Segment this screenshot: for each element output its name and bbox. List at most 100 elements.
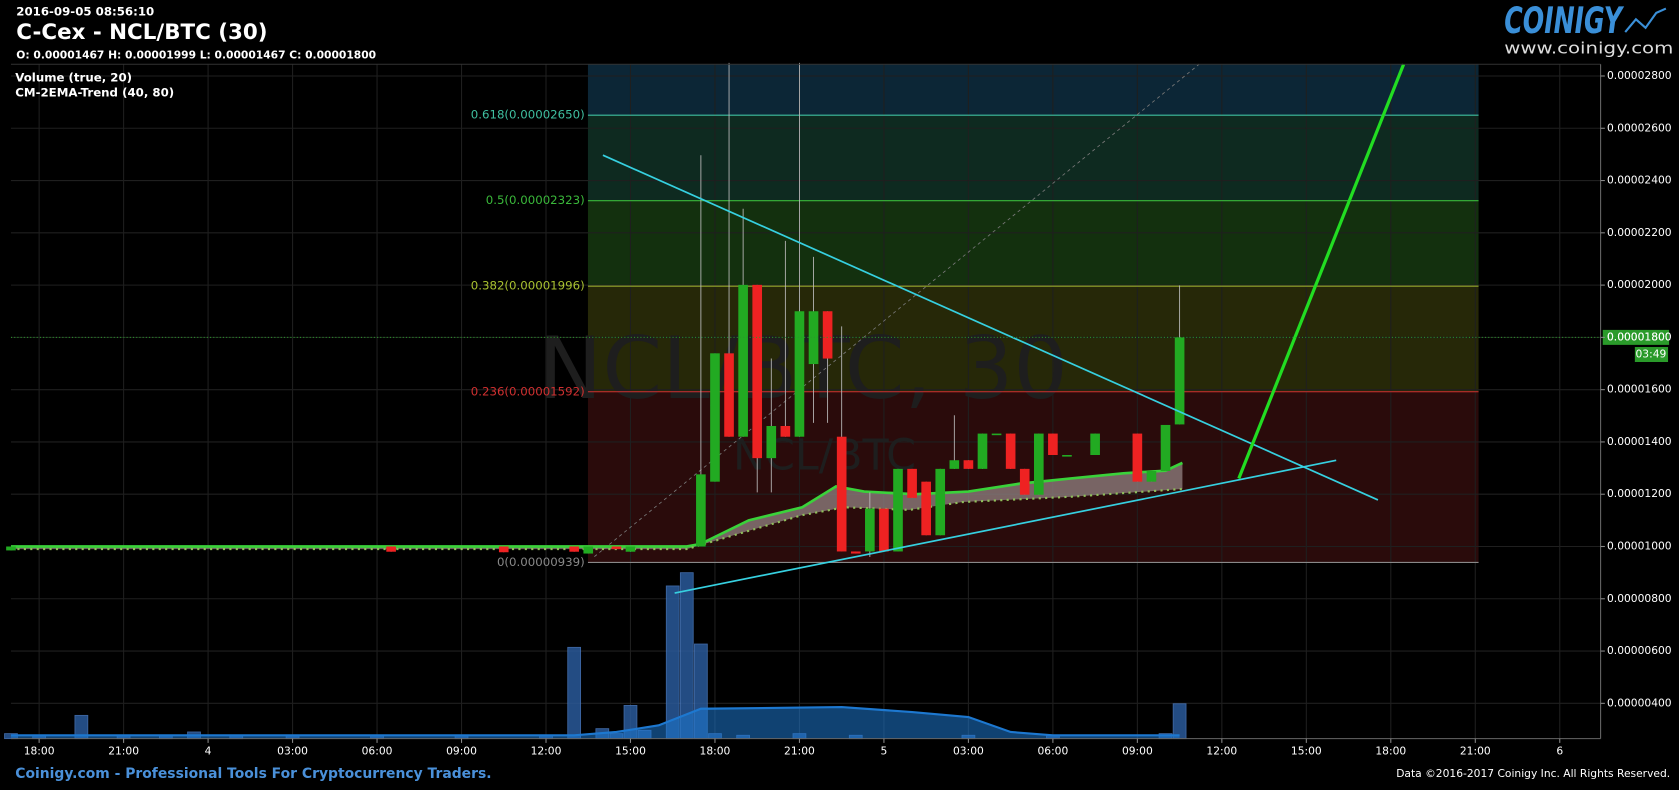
y-tick-label: 0.00001000: [1607, 539, 1672, 552]
candle-body: [935, 468, 946, 536]
candle-body: [1048, 433, 1058, 456]
x-tick-label: 09:00: [446, 744, 477, 757]
x-tick-label: 12:00: [1206, 744, 1237, 757]
candle-body: [1174, 337, 1185, 425]
x-tick-label: 06:00: [1037, 744, 1068, 757]
candle-body: [710, 353, 720, 482]
fib-label: 0.382(0.00001996): [471, 279, 585, 293]
y-tick-label: 0.00000600: [1607, 644, 1672, 657]
candle-body: [625, 546, 636, 552]
ema-slow: [10, 487, 1183, 551]
y-tick-label: 0.00001400: [1607, 435, 1672, 448]
candle-body: [583, 546, 594, 554]
x-tick-label: 21:00: [108, 744, 139, 757]
candle-body: [991, 433, 1002, 436]
x-tick-label: 4: [205, 744, 212, 757]
last-price-label: 0.00001800: [1607, 330, 1672, 343]
x-tick-label: 12:00: [531, 744, 562, 757]
y-tick-label: 0.00002400: [1607, 174, 1672, 187]
fib-lines: 0.618(0.00002650) 0.5(0.00002323) 0.382(0.…: [471, 108, 1479, 569]
volume-ma-line: [10, 706, 1180, 737]
candle-body: [766, 425, 777, 459]
candle-body: [808, 311, 819, 365]
footer-right: Data ©2016-2017 Coinigy Inc. All Rights …: [1396, 767, 1670, 780]
y-tick-label: 0.00001200: [1607, 487, 1672, 500]
candle-body: [1062, 455, 1072, 457]
x-tick-label: 18:00: [1375, 744, 1406, 757]
y-tick-label: 0.00001800: [1607, 330, 1672, 343]
fib-zones: [587, 64, 1479, 563]
candle-body: [386, 546, 396, 552]
logo-url: www.coinigy.com: [1504, 39, 1673, 58]
x-tick-label: 06:00: [362, 744, 393, 757]
fib-zone: [587, 64, 1479, 116]
candle-body: [893, 468, 903, 552]
y-tick-label: 0.00001600: [1607, 383, 1672, 396]
fib-label: 0.5(0.00002323): [486, 193, 585, 207]
candle-body: [1005, 433, 1016, 469]
x-tick-label: 21:00: [784, 744, 815, 757]
candle-body: [794, 311, 805, 437]
candle-body: [921, 481, 931, 536]
volume-bar: [665, 585, 680, 740]
volume-ma-area: [10, 707, 1180, 739]
fib-zone: [587, 286, 1479, 392]
y-tick-label: 0.00002000: [1607, 278, 1672, 291]
candle-body: [850, 551, 861, 554]
x-tick-label: 03:00: [953, 744, 984, 757]
countdown: 03:49: [1636, 348, 1667, 361]
fib-label: 0(0.00000939): [497, 555, 585, 569]
candle-body: [1146, 470, 1157, 482]
x-tick-label: 09:00: [1122, 744, 1153, 757]
x-tick-label: 6: [1556, 744, 1563, 757]
volume-group: [4, 572, 1187, 740]
y-tick-label: 0.00002800: [1607, 69, 1672, 82]
candle-body: [780, 425, 791, 437]
trend-line: [602, 154, 1379, 501]
candle-body: [569, 546, 579, 552]
y-tick-label: 0.00000400: [1607, 696, 1672, 709]
fib-label: 0.236(0.00001592): [471, 384, 585, 398]
x-tick-label: 5: [881, 744, 888, 757]
logo-icon: [1624, 7, 1667, 33]
candle-body: [724, 353, 734, 437]
candle-body: [498, 546, 509, 553]
indicator-label: CM-2EMA-Trend (40, 80): [15, 86, 174, 100]
trend-line: [1237, 63, 1406, 480]
y-tick-label: 0.00002200: [1607, 226, 1672, 239]
candle-body: [836, 436, 847, 552]
candle-body: [1033, 433, 1044, 495]
x-tick-label: 18:00: [700, 744, 731, 757]
watermark-sub: NCL/BTC: [733, 431, 916, 481]
candle-body: [963, 460, 974, 469]
x-tick-label: 03:00: [277, 744, 308, 757]
fib-zone: [587, 115, 1479, 201]
y-tick-label: 0.00002600: [1607, 121, 1672, 134]
indicator-label: Volume (true, 20): [15, 71, 132, 85]
timestamp: 2016-09-05 08:56:10: [16, 4, 154, 18]
candle-body: [752, 284, 763, 459]
candle-body: [738, 284, 748, 437]
volume-bar: [567, 646, 582, 740]
chart-title: C-Cex - NCL/BTC (30): [16, 20, 267, 45]
candle-body: [1090, 433, 1100, 456]
x-tick-label: 15:00: [1291, 744, 1322, 757]
axes: 0.00002800 0.00002600 0.00002400 0.00002200…: [24, 69, 1672, 757]
candle-body: [879, 508, 889, 552]
candle-body: [822, 311, 833, 359]
candle-body: [1160, 424, 1171, 471]
volume-bar: [1172, 703, 1187, 740]
trend-drawing: [594, 63, 1200, 557]
ema-fast: [10, 461, 1183, 548]
candle-body: [611, 546, 622, 550]
last-price-box: [1602, 329, 1670, 345]
candle-body: [696, 474, 706, 547]
candle-body: [1019, 468, 1030, 495]
candle-body: [1132, 433, 1143, 482]
x-tick-label: 15:00: [615, 744, 646, 757]
candle-body: [907, 468, 917, 498]
x-tick-label: 18:00: [24, 744, 55, 757]
candles: [6, 62, 1185, 557]
ema-group: [10, 461, 1183, 551]
